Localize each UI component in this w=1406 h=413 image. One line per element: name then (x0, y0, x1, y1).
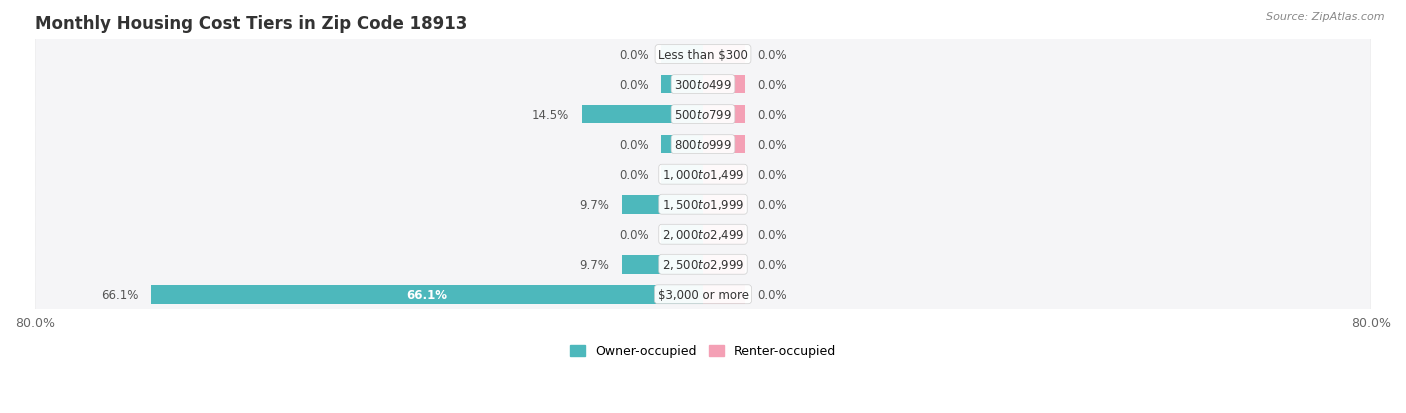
Text: 9.7%: 9.7% (579, 258, 609, 271)
Bar (703, 106, 745, 124)
FancyBboxPatch shape (35, 58, 1371, 112)
Text: $500 to $799: $500 to $799 (673, 108, 733, 121)
Text: 66.1%: 66.1% (406, 288, 447, 301)
Bar (703, 255, 745, 274)
Bar (661, 225, 703, 244)
Bar (703, 166, 745, 184)
Text: 0.0%: 0.0% (758, 198, 787, 211)
Legend: Owner-occupied, Renter-occupied: Owner-occupied, Renter-occupied (565, 339, 841, 363)
Text: Source: ZipAtlas.com: Source: ZipAtlas.com (1267, 12, 1385, 22)
Bar (150, 285, 703, 304)
FancyBboxPatch shape (35, 147, 1371, 202)
Text: 0.0%: 0.0% (758, 78, 787, 91)
Text: 0.0%: 0.0% (758, 48, 787, 62)
Text: 0.0%: 0.0% (619, 48, 648, 62)
Bar (703, 285, 745, 304)
FancyBboxPatch shape (35, 120, 1371, 169)
Text: 0.0%: 0.0% (619, 228, 648, 241)
Bar (661, 135, 703, 154)
Text: $2,000 to $2,499: $2,000 to $2,499 (662, 228, 744, 242)
Text: 0.0%: 0.0% (619, 168, 648, 181)
Bar (661, 46, 703, 64)
FancyBboxPatch shape (35, 267, 1371, 322)
FancyBboxPatch shape (35, 240, 1371, 289)
Text: 0.0%: 0.0% (758, 288, 787, 301)
FancyBboxPatch shape (35, 270, 1371, 319)
Text: 14.5%: 14.5% (531, 108, 569, 121)
Text: Less than $300: Less than $300 (658, 48, 748, 62)
Bar (703, 76, 745, 94)
Text: 0.0%: 0.0% (758, 108, 787, 121)
FancyBboxPatch shape (35, 28, 1371, 82)
Text: 0.0%: 0.0% (758, 228, 787, 241)
FancyBboxPatch shape (35, 118, 1371, 172)
Text: $3,000 or more: $3,000 or more (658, 288, 748, 301)
Text: $2,500 to $2,999: $2,500 to $2,999 (662, 258, 744, 272)
FancyBboxPatch shape (35, 60, 1371, 109)
Text: 0.0%: 0.0% (758, 168, 787, 181)
Text: $1,000 to $1,499: $1,000 to $1,499 (662, 168, 744, 182)
Text: 9.7%: 9.7% (579, 198, 609, 211)
Text: 0.0%: 0.0% (619, 78, 648, 91)
Text: 66.1%: 66.1% (101, 288, 139, 301)
FancyBboxPatch shape (35, 90, 1371, 140)
Text: $300 to $499: $300 to $499 (673, 78, 733, 91)
FancyBboxPatch shape (35, 31, 1371, 80)
Bar (661, 166, 703, 184)
FancyBboxPatch shape (35, 178, 1371, 232)
Bar (582, 106, 703, 124)
Text: Monthly Housing Cost Tiers in Zip Code 18913: Monthly Housing Cost Tiers in Zip Code 1… (35, 15, 467, 33)
Bar (621, 195, 703, 214)
Bar (661, 76, 703, 94)
Text: 0.0%: 0.0% (758, 138, 787, 151)
Bar (703, 46, 745, 64)
Text: 0.0%: 0.0% (619, 138, 648, 151)
FancyBboxPatch shape (35, 88, 1371, 142)
Bar (703, 225, 745, 244)
FancyBboxPatch shape (35, 237, 1371, 292)
Text: $1,500 to $1,999: $1,500 to $1,999 (662, 198, 744, 212)
Bar (621, 255, 703, 274)
Bar (703, 195, 745, 214)
Text: $800 to $999: $800 to $999 (673, 138, 733, 151)
FancyBboxPatch shape (35, 180, 1371, 229)
FancyBboxPatch shape (35, 150, 1371, 199)
FancyBboxPatch shape (35, 210, 1371, 259)
FancyBboxPatch shape (35, 207, 1371, 262)
Text: 0.0%: 0.0% (758, 258, 787, 271)
Bar (703, 135, 745, 154)
